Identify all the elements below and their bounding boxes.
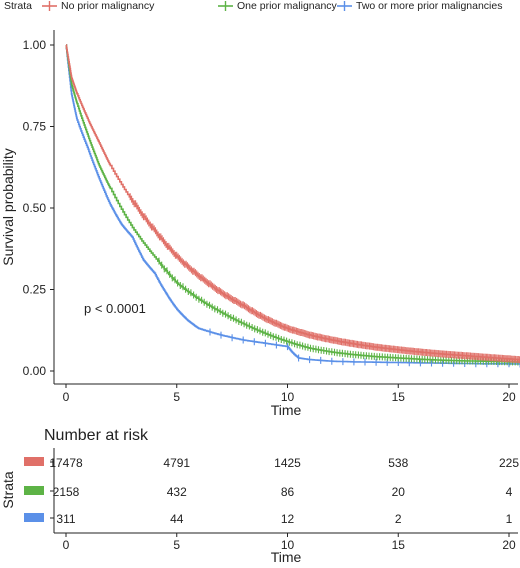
x-tick-label: 0 <box>63 390 70 404</box>
risk-x-tick-label: 10 <box>281 538 295 552</box>
risk-x-tick-label: 15 <box>392 538 406 552</box>
risk-row-color-key <box>24 486 44 495</box>
y-tick-label: 0.25 <box>23 283 47 297</box>
risk-count: 12 <box>281 512 295 526</box>
survival-curves <box>65 44 520 368</box>
survival-curve <box>65 44 520 363</box>
y-ticks: 0.00 0.25 0.50 0.75 1.00 <box>23 38 54 378</box>
risk-count: 432 <box>167 485 187 499</box>
risk-count: 311 <box>56 512 75 526</box>
risk-rows: 17478 4791 1425 538 225 2158 432 86 20 4 311 44 12 2 1 <box>24 456 519 526</box>
censor-ticks <box>129 193 520 364</box>
risk-count: 1425 <box>274 456 301 470</box>
x-tick-label: 15 <box>392 390 406 404</box>
risk-count: 4791 <box>163 456 190 470</box>
risk-x-tick-label: 20 <box>502 538 516 552</box>
legend: Strata No prior malignancy One prior mal… <box>4 0 502 12</box>
x-tick-label: 20 <box>502 390 516 404</box>
risk-row-color-key <box>24 457 44 466</box>
risk-count: 538 <box>388 456 408 470</box>
legend-entry: No prior malignancy <box>61 0 155 12</box>
x-tick-label: 10 <box>281 390 295 404</box>
risk-count: 20 <box>392 485 406 499</box>
risk-x-tick-label: 5 <box>173 538 180 552</box>
y-tick-label: 0.50 <box>23 201 47 215</box>
y-tick-label: 0.75 <box>23 120 47 134</box>
risk-count: 86 <box>281 485 295 499</box>
x-ticks: 0 5 10 15 20 <box>63 384 516 404</box>
risk-count: 4 <box>506 485 513 499</box>
p-value-annotation: p < 0.0001 <box>84 301 146 316</box>
legend-entry: One prior malignancy <box>237 0 338 12</box>
censor-ticks <box>158 257 520 366</box>
y-tick-label: 1.00 <box>23 38 47 52</box>
risk-count: 2158 <box>53 485 80 499</box>
x-axis-label: Time <box>271 402 302 418</box>
risk-count: 2 <box>395 512 402 526</box>
main-plot: 0.00 0.25 0.50 0.75 1.00 0 5 10 15 20 p < 0.0001… <box>0 30 520 418</box>
y-axis-label: Survival probability <box>0 148 16 266</box>
risk-x-ticks: 0 5 10 15 20 <box>63 533 516 552</box>
survival-curve <box>65 44 520 365</box>
risk-x-tick-label: 0 <box>63 538 70 552</box>
x-tick-label: 5 <box>173 390 180 404</box>
risk-count: 225 <box>499 456 519 470</box>
risk-row-color-key <box>24 513 44 522</box>
y-tick-label: 0.00 <box>23 364 47 378</box>
legend-title: Strata <box>4 0 32 12</box>
risk-count: 17478 <box>49 456 83 470</box>
risk-count: 44 <box>170 512 184 526</box>
risk-table-title: Number at risk <box>44 427 149 444</box>
legend-entry: Two or more prior malignancies <box>356 0 502 12</box>
risk-x-axis-label: Time <box>271 549 302 563</box>
risk-y-axis-label: Strata <box>0 471 16 509</box>
risk-count: 1 <box>506 512 513 526</box>
